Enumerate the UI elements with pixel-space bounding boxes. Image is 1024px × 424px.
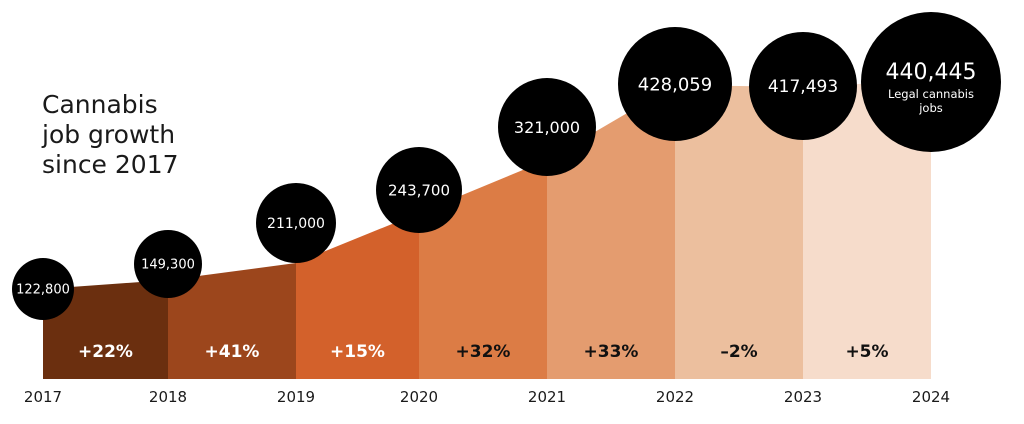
change-label: +5% bbox=[845, 342, 888, 362]
value-bubble bbox=[749, 32, 857, 140]
change-label: –2% bbox=[720, 342, 757, 362]
x-tick-label: 2023 bbox=[784, 388, 822, 406]
value-bubble bbox=[134, 230, 202, 298]
x-tick-label: 2019 bbox=[277, 388, 315, 406]
area-segment-2018 bbox=[168, 263, 296, 379]
value-label: 440,445 bbox=[886, 60, 977, 85]
change-label: +33% bbox=[584, 342, 639, 362]
x-tick-label: 2022 bbox=[656, 388, 694, 406]
chart-title: Cannabis job growth since 2017 bbox=[42, 90, 179, 179]
value-label: 243,700 bbox=[388, 181, 450, 199]
value-bubble bbox=[618, 27, 732, 141]
value-label: 122,800 bbox=[16, 283, 70, 298]
value-bubble bbox=[256, 183, 336, 263]
final-caption: jobs bbox=[918, 101, 943, 115]
change-label: +22% bbox=[78, 342, 133, 362]
final-caption: Legal cannabis bbox=[888, 87, 974, 101]
x-tick-label: 2021 bbox=[528, 388, 566, 406]
value-bubble bbox=[376, 147, 462, 233]
value-bubble bbox=[12, 258, 74, 320]
change-label: +32% bbox=[456, 342, 511, 362]
x-tick-label: 2017 bbox=[24, 388, 62, 406]
value-bubble bbox=[498, 78, 596, 176]
area-segment-2019 bbox=[296, 213, 419, 379]
value-label: 149,300 bbox=[141, 258, 195, 273]
value-label: 321,000 bbox=[514, 118, 580, 137]
value-bubble bbox=[861, 12, 1001, 152]
x-tick-label: 2024 bbox=[912, 388, 950, 406]
area-segment-2023 bbox=[803, 80, 931, 379]
change-label: +41% bbox=[205, 342, 260, 362]
value-label: 428,059 bbox=[638, 74, 712, 95]
value-label: 417,493 bbox=[768, 77, 838, 97]
value-label: 211,000 bbox=[267, 216, 325, 232]
change-label: +15% bbox=[330, 342, 385, 362]
area-segment-2022 bbox=[675, 85, 803, 379]
area-segment-2017 bbox=[43, 280, 168, 379]
x-tick-label: 2020 bbox=[400, 388, 438, 406]
x-tick-label: 2018 bbox=[149, 388, 187, 406]
